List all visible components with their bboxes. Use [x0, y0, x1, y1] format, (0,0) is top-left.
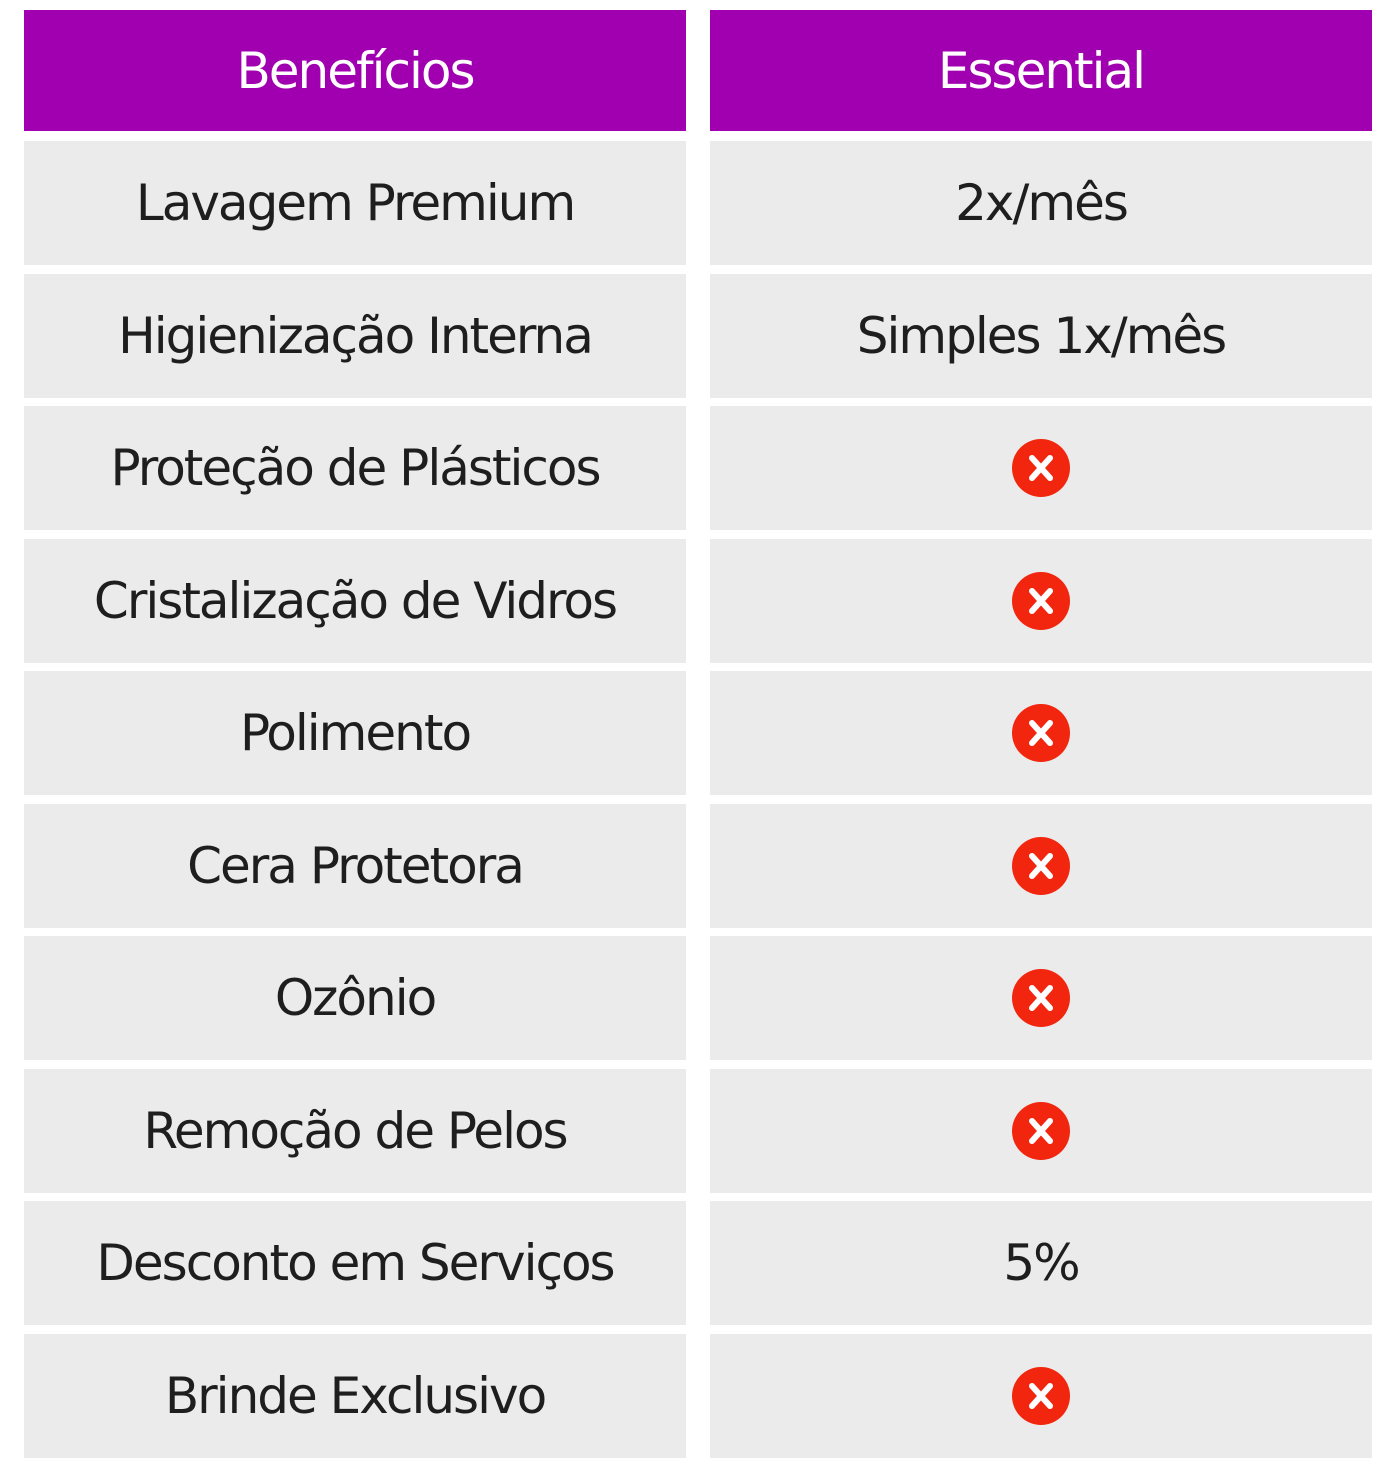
benefit-cell: Ozônio: [24, 936, 686, 1060]
plan-cell: [710, 936, 1372, 1060]
plan-cell: 5%: [710, 1201, 1372, 1325]
benefit-cell: Desconto em Serviços: [24, 1201, 686, 1325]
benefit-cell: Proteção de Plásticos: [24, 406, 686, 530]
plan-cell: [710, 671, 1372, 795]
not-included-icon: [1012, 969, 1070, 1027]
not-included-icon: [1012, 704, 1070, 762]
not-included-icon: [1012, 836, 1070, 895]
benefit-cell: Higienização Interna: [24, 273, 686, 398]
not-included-icon: [1012, 571, 1070, 630]
benefit-cell: Remoção de Pelos: [24, 1068, 686, 1193]
plan-cell: [710, 406, 1372, 530]
header-cell: Essential: [710, 10, 1372, 131]
plan-cell: [710, 1333, 1372, 1458]
plan-cell: 2x/mês: [710, 141, 1372, 265]
not-included-icon: [1012, 439, 1070, 497]
plan-cell: [710, 1068, 1372, 1193]
not-included-icon: [1012, 1101, 1070, 1160]
header-cell: Benefícios: [24, 10, 686, 131]
benefit-cell: Polimento: [24, 671, 686, 795]
plan-cell: [710, 538, 1372, 663]
benefit-cell: Cera Protetora: [24, 803, 686, 928]
benefit-cell: Cristalização de Vidros: [24, 538, 686, 663]
plan-cell: [710, 803, 1372, 928]
plan-cell: Simples 1x/mês: [710, 273, 1372, 398]
benefit-cell: Brinde Exclusivo: [24, 1333, 686, 1458]
not-included-icon: [1012, 1366, 1070, 1425]
benefit-cell: Lavagem Premium: [24, 141, 686, 265]
